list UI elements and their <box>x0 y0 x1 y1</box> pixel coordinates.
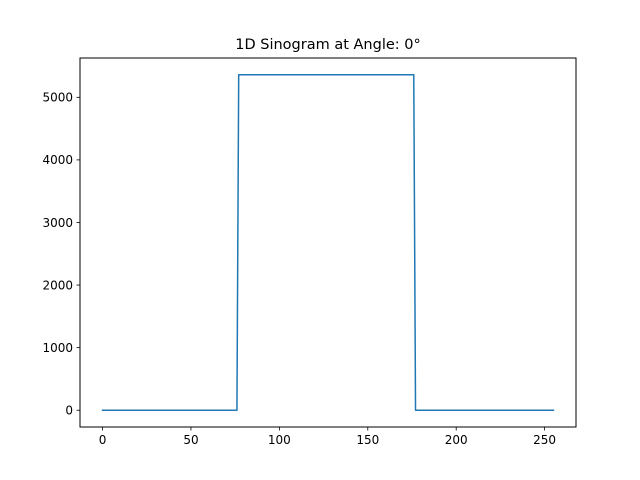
x-tick-label: 200 <box>445 433 468 447</box>
y-tick-label: 3000 <box>42 216 73 230</box>
x-tick-label: 150 <box>356 433 379 447</box>
x-tick-label: 250 <box>533 433 556 447</box>
plot-area <box>101 74 555 411</box>
x-tick-label: 100 <box>268 433 291 447</box>
y-axis: 0 1000 2000 3000 4000 5000 <box>42 91 80 418</box>
y-tick-label: 1000 <box>42 341 73 355</box>
y-tick-label: 0 <box>65 404 73 418</box>
x-tick-label: 50 <box>183 433 198 447</box>
series-line-0 <box>101 74 555 411</box>
axes-frame <box>79 57 577 428</box>
y-tick-label: 5000 <box>42 91 73 105</box>
x-tick-label: 0 <box>99 433 107 447</box>
y-tick-label: 2000 <box>42 278 73 292</box>
y-tick-label: 4000 <box>42 153 73 167</box>
chart-title: 1D Sinogram at Angle: 0° <box>235 37 421 53</box>
x-axis: 0 50 100 150 200 250 <box>99 427 556 447</box>
